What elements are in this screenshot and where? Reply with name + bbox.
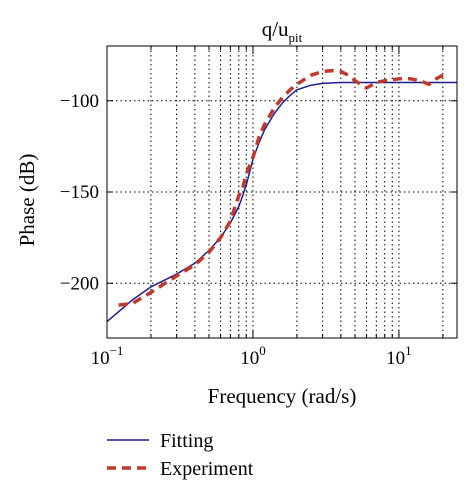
y-tick-label: −100: [60, 91, 99, 112]
y-axis-label: Phase (dB): [15, 154, 39, 247]
x-tick-label-base: 10: [386, 348, 405, 369]
y-tick-label: −200: [60, 273, 99, 294]
legend: Fitting Experiment: [107, 430, 254, 480]
chart-title-subscript: pit: [289, 30, 303, 45]
chart-title: q/upit: [262, 17, 303, 45]
grid: [107, 46, 457, 338]
x-tick-label-base: 10: [91, 348, 110, 369]
x-tick-label: 100: [240, 343, 266, 369]
legend-label-experiment: Experiment: [160, 458, 254, 480]
x-tick-label: 101: [386, 343, 412, 369]
chart-title-main: q/u: [262, 17, 289, 41]
x-tick-label-exponent: 0: [259, 343, 266, 358]
x-tick-label-exponent: −1: [110, 343, 124, 358]
x-tick-label-exponent: 1: [405, 343, 412, 358]
legend-label-fitting: Fitting: [160, 430, 213, 452]
series-layer: [106, 68, 457, 323]
series-line-experiment: [118, 68, 444, 307]
legend-item-experiment: Experiment: [107, 458, 254, 480]
x-tick-label: 10−1: [91, 343, 124, 369]
legend-item-fitting: Fitting: [107, 430, 213, 452]
x-tick-label-base: 10: [240, 348, 259, 369]
x-axis-label: Frequency (rad/s): [208, 384, 357, 408]
y-tick-label: −150: [60, 182, 99, 203]
